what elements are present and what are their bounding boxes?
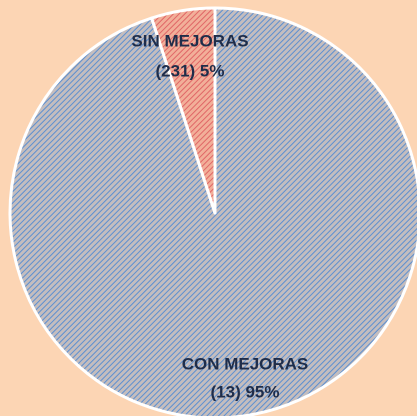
- value-label: (231) 5%: [156, 61, 225, 80]
- labels: CON MEJORAS (13) 95% SIN MEJORAS (231) 5%: [131, 31, 308, 401]
- slices: [8, 6, 417, 416]
- pie-slice: [150, 6, 217, 215]
- category-label: CON MEJORAS: [182, 354, 309, 373]
- value-label: (13) 95%: [211, 382, 280, 401]
- category-label: SIN MEJORAS: [131, 31, 248, 50]
